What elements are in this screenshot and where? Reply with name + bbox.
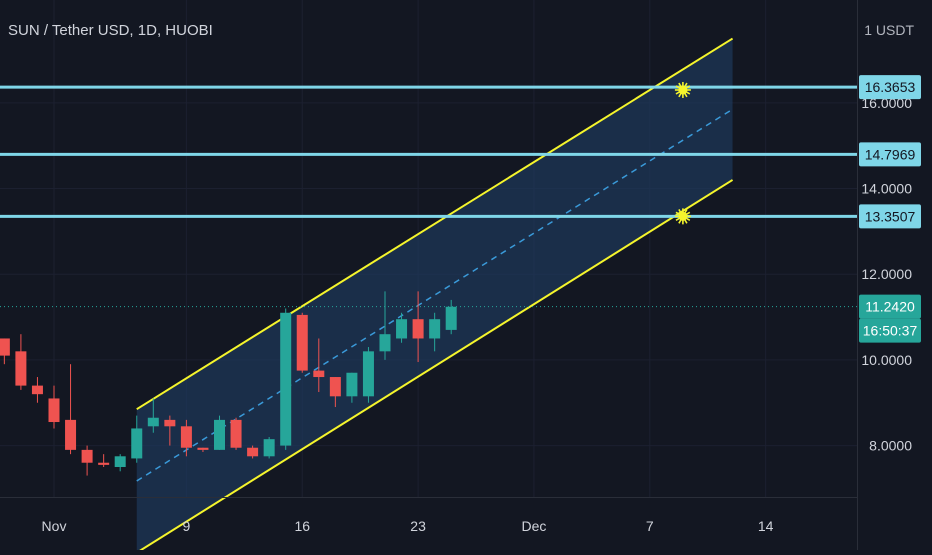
candle xyxy=(131,415,143,463)
candle xyxy=(48,385,60,429)
candle xyxy=(0,338,10,365)
price-tick-label: 14.0000 xyxy=(861,181,912,197)
candle xyxy=(329,377,341,408)
candle-body xyxy=(65,419,77,450)
channel-marker xyxy=(674,208,691,225)
candle xyxy=(98,454,110,468)
candle xyxy=(114,454,126,472)
candle-body xyxy=(280,312,292,446)
candle-body xyxy=(263,439,275,457)
candle xyxy=(346,372,358,403)
candle xyxy=(396,312,408,343)
time-tick-label: Nov xyxy=(42,518,67,534)
candle xyxy=(313,338,325,393)
candle-body xyxy=(329,377,341,397)
candle xyxy=(65,364,77,455)
countdown-label: 16:50:37 xyxy=(863,323,918,339)
candle-body xyxy=(31,385,43,395)
level-tag-bg xyxy=(859,142,921,167)
candle xyxy=(379,291,391,360)
candle-body xyxy=(313,370,325,378)
candle-body xyxy=(396,319,408,339)
candle-body xyxy=(445,306,457,330)
candle xyxy=(180,419,192,457)
channel-lower-line xyxy=(136,179,734,554)
time-tick-label: Dec xyxy=(521,518,546,534)
channel-upper-line xyxy=(136,37,734,411)
candle xyxy=(429,312,441,352)
last-price-bg xyxy=(859,294,921,319)
candle xyxy=(280,308,292,450)
candle xyxy=(230,417,242,450)
candle-body xyxy=(114,456,126,468)
level-tag-bg xyxy=(859,204,921,229)
candle xyxy=(81,445,93,476)
candle xyxy=(31,377,43,403)
candle xyxy=(147,398,159,433)
candle xyxy=(296,312,308,373)
time-tick-label: 7 xyxy=(646,518,654,534)
candle-body xyxy=(15,351,27,386)
candle xyxy=(362,347,374,403)
candle-body xyxy=(98,462,110,465)
level-tag-label: 14.7969 xyxy=(865,146,916,162)
chart-title: SUN / Tether USD, 1D, HUOBI xyxy=(8,22,213,39)
countdown-bg xyxy=(859,318,921,343)
candle-body xyxy=(379,334,391,352)
candles xyxy=(0,291,457,476)
candle xyxy=(412,291,424,363)
time-tick-label: 14 xyxy=(758,518,774,534)
level-price-tag: 16.3653 xyxy=(859,75,921,100)
candle-body xyxy=(230,419,242,448)
channel-marker xyxy=(674,81,691,98)
price-tick-label: 8.0000 xyxy=(869,438,912,454)
candle-body xyxy=(362,351,374,397)
last-price-label: 11.2420 xyxy=(865,299,915,315)
candle xyxy=(197,447,209,453)
level-tag-label: 13.3507 xyxy=(865,208,916,224)
time-tick-label: 9 xyxy=(183,518,191,534)
candle-body xyxy=(247,447,259,457)
candle-body xyxy=(131,428,143,459)
candle-body xyxy=(412,319,424,339)
candle-body xyxy=(48,398,60,423)
level-price-tag: 14.7969 xyxy=(859,142,921,167)
candle xyxy=(445,299,457,335)
level-tag-bg xyxy=(859,75,921,100)
candle-body xyxy=(81,449,93,463)
currency-label[interactable]: 1 USDT xyxy=(864,22,914,38)
time-tick-label: 23 xyxy=(410,518,426,534)
candle xyxy=(214,415,225,450)
candle-body xyxy=(164,419,176,427)
level-tag-label: 16.3653 xyxy=(865,79,916,95)
candle-body xyxy=(429,319,441,339)
time-axis: Nov 9 16 23 Dec 7 14 xyxy=(42,518,774,534)
candle-body xyxy=(296,314,308,371)
marker-dot xyxy=(678,211,688,221)
marker-dot xyxy=(678,85,688,95)
candle xyxy=(164,415,176,446)
time-tick-label: 16 xyxy=(294,518,310,534)
candle-body xyxy=(197,447,209,450)
candle-body xyxy=(180,426,192,448)
candle xyxy=(263,437,275,459)
price-tick-label: 12.0000 xyxy=(861,266,912,282)
candle-body xyxy=(214,419,225,450)
candle-body xyxy=(0,338,10,356)
price-tick-label: 10.0000 xyxy=(861,352,912,368)
candle-body xyxy=(346,372,358,397)
channel-midline xyxy=(136,108,733,482)
candle xyxy=(247,445,259,459)
last-price-tag: 11.2420 16:50:37 xyxy=(859,294,921,343)
candle xyxy=(15,334,27,390)
level-price-tag: 13.3507 xyxy=(859,204,921,229)
candle-body xyxy=(147,417,159,427)
